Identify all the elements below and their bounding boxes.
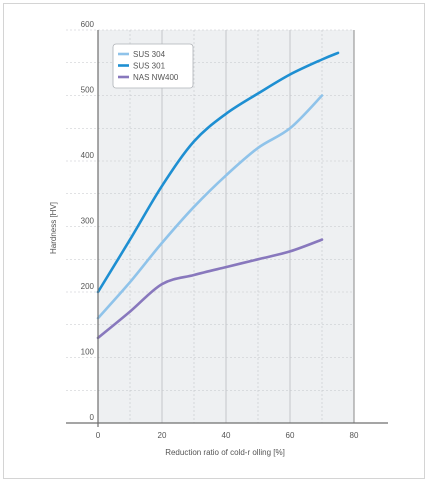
- y-tick-label: 100: [81, 348, 95, 357]
- x-tick-label: 60: [286, 431, 295, 440]
- series-line-sus-304: [96, 94, 324, 320]
- x-axis-label: Reduction ratio of cold-r olling [%]: [165, 448, 285, 457]
- y-tick-label: 600: [81, 20, 95, 29]
- y-tick-label: 500: [81, 86, 95, 95]
- legend-label: SUS 301: [133, 62, 166, 71]
- series-line-sus-301: [96, 51, 340, 294]
- y-axis-label: Hardness [HV]: [49, 202, 58, 254]
- x-tick-label: 80: [350, 431, 359, 440]
- y-tick-label: 0: [90, 413, 95, 422]
- legend-box: [112, 43, 194, 89]
- x-tick-label: 20: [158, 431, 167, 440]
- legend-label: NAS NW400: [133, 73, 179, 82]
- x-tick-label: 40: [222, 431, 231, 440]
- y-tick-label: 200: [81, 282, 95, 291]
- legend: SUS 304 SUS 301 NAS NW400: [112, 43, 194, 89]
- legend-label: SUS 304: [133, 50, 166, 59]
- x-tick-label: 0: [96, 431, 101, 440]
- y-tick-label: 400: [81, 151, 95, 160]
- series-line-nas-nw400: [96, 238, 324, 340]
- y-tick-label: 300: [81, 217, 95, 226]
